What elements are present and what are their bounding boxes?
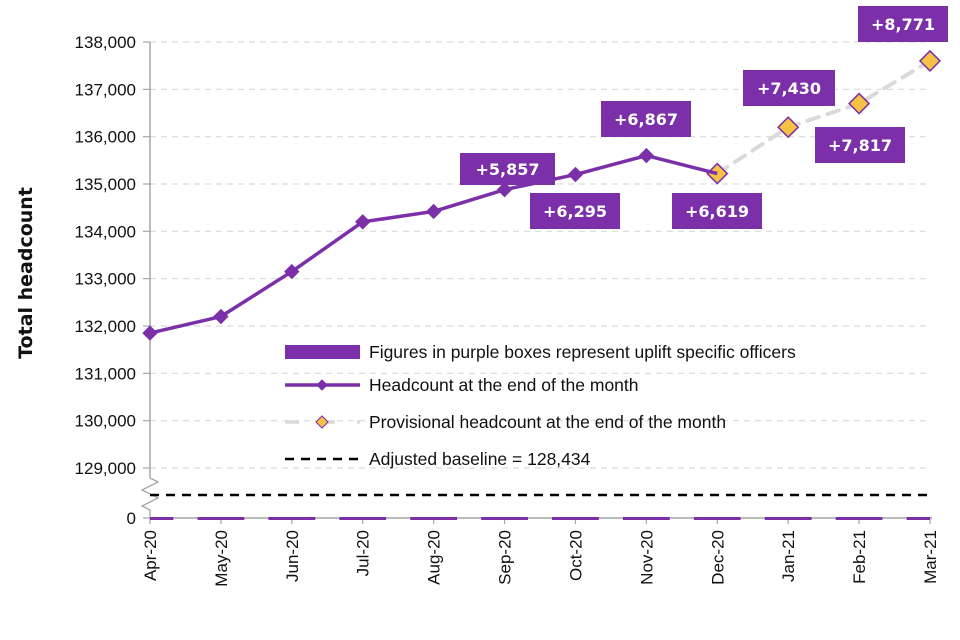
uplift-bar [268,517,316,520]
legend-label: Headcount at the end of the month [369,375,639,395]
uplift-bar [835,517,883,520]
uplift-bar [693,517,741,520]
y-tick-label: 130,000 [75,412,136,431]
x-tick-labels: Apr-20 May-20 Jun-20 Jul-20 Aug-20 Sep-20 Oct-… [141,530,940,587]
annotation-label: +8,771 [871,15,935,34]
legend-label: Adjusted baseline = 128,434 [369,449,591,469]
annotation-label: +7,430 [757,79,821,98]
uplift-bar [906,517,930,520]
headcount-point [425,203,442,220]
x-tick-label: Mar-21 [921,530,940,584]
legend-label: Provisional headcount at the end of the … [369,412,726,432]
y-axis-title: Total headcount [15,187,37,359]
annotation-box [858,6,948,42]
headcount-point [496,181,513,198]
legend-bar-swatch [285,345,360,359]
annotations: +5,857 +6,295 +6,867 +6,619 +7,430 +7,817 +8,7… [460,6,948,229]
y-tick-label: 129,000 [75,459,136,478]
headcount-point [284,263,300,280]
x-tick-label: Apr-20 [141,530,160,581]
annotation-label: +7,817 [828,136,892,155]
y-tick-label: 0 [127,509,136,528]
uplift-bar [764,517,812,520]
y-tick-label: 134,000 [75,222,136,241]
y-tick-label: 136,000 [75,128,136,147]
uplift-bar [150,517,174,520]
y-tick-label: 131,000 [75,364,136,383]
headcount-point [142,325,158,341]
x-tick-label: Nov-20 [637,530,656,585]
annotation-label: +6,867 [614,110,678,129]
legend-label: Figures in purple boxes represent uplift… [369,342,796,362]
headcount-point [213,308,229,325]
headcount-point [355,214,371,230]
provisional-point [918,49,942,72]
x-tick-label: Sep-20 [496,530,515,585]
x-tick-label: Aug-20 [425,530,444,585]
annotation-label: +5,857 [475,160,539,179]
legend-diamond-icon [316,379,328,391]
y-tick-label: 133,000 [75,270,136,289]
provisional-line [715,58,932,176]
y-tick-label: 132,000 [75,317,136,336]
uplift-bar [622,517,670,520]
x-tick-label: Jun-20 [283,530,302,582]
provisional-point [848,92,871,115]
x-tick-label: Dec-20 [708,530,727,585]
x-tick-label: Oct-20 [566,530,585,581]
x-tick-label: Jul-20 [354,530,373,576]
x-tick-label: Jan-21 [779,530,798,582]
y-tick-labels: 138,000 137,000 136,000 135,000 134,000 133,0… [75,33,136,528]
annotation-label: +6,619 [685,202,749,221]
uplift-bar [339,517,387,520]
annotation-box [672,193,762,229]
provisional-series [706,49,942,185]
y-tick-label: 138,000 [75,33,136,52]
provisional-point [777,116,800,139]
headcount-series [142,147,718,341]
legend-diamond-icon [315,415,329,429]
y-tick-label: 137,000 [75,80,136,99]
annotation-box [743,70,835,106]
uplift-bars [150,517,930,520]
uplift-bar [410,517,458,520]
headcount-line [149,153,718,335]
axis-break-icon [140,477,160,518]
y-tick-label: 135,000 [75,175,136,194]
uplift-bar [197,517,245,520]
annotation-label: +6,295 [543,202,607,221]
annotation-box [530,193,620,229]
annotation-box [460,153,555,185]
uplift-bar [481,517,528,520]
legend: Figures in purple boxes represent uplift… [285,342,796,469]
annotation-box [601,101,691,137]
uplift-bar [552,517,599,520]
headcount-point [567,166,584,183]
x-tick-label: May-20 [212,530,231,587]
headcount-point [638,147,655,164]
annotation-box [815,127,905,163]
x-tick-label: Feb-21 [850,530,869,584]
